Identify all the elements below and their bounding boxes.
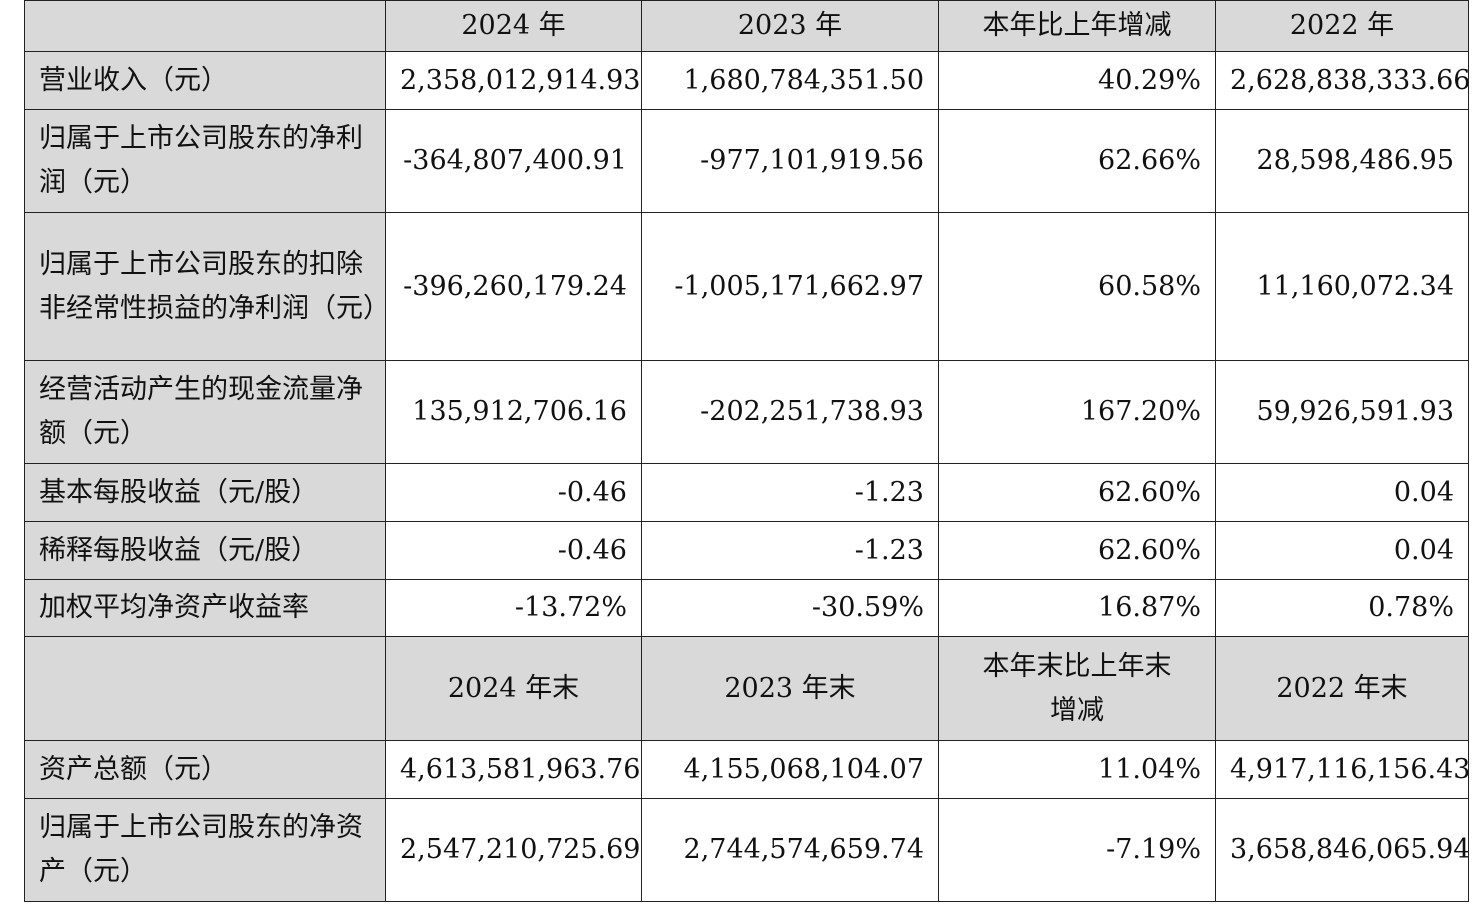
- cell-value: 2,628,838,333.66: [1215, 51, 1469, 110]
- cell-value: 1,680,784,351.50: [641, 51, 939, 110]
- cell-value: -364,807,400.91: [385, 109, 642, 213]
- table-row: 营业收入（元） 2,358,012,914.93 1,680,784,351.5…: [24, 51, 1469, 110]
- header-corner: [24, 636, 386, 741]
- row-label: 经营活动产生的现金流量净额（元）: [24, 360, 386, 464]
- row-label: 基本每股收益（元/股）: [24, 463, 386, 522]
- cell-value: 28,598,486.95: [1215, 109, 1469, 213]
- header-col-yoy-change: 本年比上年增减: [938, 0, 1216, 52]
- cell-value: 40.29%: [938, 51, 1216, 110]
- cell-value: 11,160,072.34: [1215, 212, 1469, 361]
- table-row: 资产总额（元） 4,613,581,963.76 4,155,068,104.0…: [24, 740, 1469, 799]
- cell-value: -1,005,171,662.97: [641, 212, 939, 361]
- cell-value: 11.04%: [938, 740, 1216, 799]
- table-row: 归属于上市公司股东的净利润（元） -364,807,400.91 -977,10…: [24, 109, 1469, 213]
- table-row: 加权平均净资产收益率 -13.72% -30.59% 16.87% 0.78%: [24, 579, 1469, 637]
- table-row: 归属于上市公司股东的净资产（元） 2,547,210,725.69 2,744,…: [24, 798, 1469, 902]
- cell-value: 167.20%: [938, 360, 1216, 464]
- table-row: 基本每股收益（元/股） -0.46 -1.23 62.60% 0.04: [24, 463, 1469, 522]
- cell-value: 2,547,210,725.69: [385, 798, 642, 902]
- cell-value: 60.58%: [938, 212, 1216, 361]
- table-row: 归属于上市公司股东的扣除非经常性损益的净利润（元） -396,260,179.2…: [24, 212, 1469, 361]
- cell-value: 59,926,591.93: [1215, 360, 1469, 464]
- table-row: 经营活动产生的现金流量净额（元） 135,912,706.16 -202,251…: [24, 360, 1469, 464]
- cell-value: -7.19%: [938, 798, 1216, 902]
- row-label: 资产总额（元）: [24, 740, 386, 799]
- row-label: 归属于上市公司股东的净资产（元）: [24, 798, 386, 902]
- row-label: 归属于上市公司股东的净利润（元）: [24, 109, 386, 213]
- cell-value: 16.87%: [938, 579, 1216, 637]
- header-col-2023-end: 2023 年末: [641, 636, 939, 741]
- cell-value: -13.72%: [385, 579, 642, 637]
- cell-value: 62.60%: [938, 521, 1216, 580]
- cell-value: 4,613,581,963.76: [385, 740, 642, 799]
- cell-value: 0.04: [1215, 521, 1469, 580]
- cell-value: -396,260,179.24: [385, 212, 642, 361]
- financial-summary-table: 2024 年 2023 年 本年比上年增减 2022 年 营业收入（元） 2,3…: [24, 0, 1469, 902]
- cell-value: 0.78%: [1215, 579, 1469, 637]
- header-col-2022: 2022 年: [1215, 0, 1469, 52]
- cell-value: -0.46: [385, 463, 642, 522]
- cell-value: 62.66%: [938, 109, 1216, 213]
- header-corner: [24, 0, 386, 52]
- table-row: 稀释每股收益（元/股） -0.46 -1.23 62.60% 0.04: [24, 521, 1469, 580]
- row-label: 稀释每股收益（元/股）: [24, 521, 386, 580]
- cell-value: 2,744,574,659.74: [641, 798, 939, 902]
- header-col-2022-end: 2022 年末: [1215, 636, 1469, 741]
- header-col-2024-end: 2024 年末: [385, 636, 642, 741]
- cell-value: -1.23: [641, 463, 939, 522]
- header-col-ye-change: 本年末比上年末增减: [938, 636, 1216, 741]
- cell-value: 4,155,068,104.07: [641, 740, 939, 799]
- cell-value: 135,912,706.16: [385, 360, 642, 464]
- cell-value: 3,658,846,065.94: [1215, 798, 1469, 902]
- header-row-annual: 2024 年 2023 年 本年比上年增减 2022 年: [24, 0, 1469, 52]
- cell-value: 0.04: [1215, 463, 1469, 522]
- header-col-2024: 2024 年: [385, 0, 642, 52]
- row-label: 加权平均净资产收益率: [24, 579, 386, 637]
- header-col-2023: 2023 年: [641, 0, 939, 52]
- cell-value: -202,251,738.93: [641, 360, 939, 464]
- cell-value: -977,101,919.56: [641, 109, 939, 213]
- cell-value: -0.46: [385, 521, 642, 580]
- row-label: 营业收入（元）: [24, 51, 386, 110]
- row-label: 归属于上市公司股东的扣除非经常性损益的净利润（元）: [24, 212, 386, 361]
- cell-value: 2,358,012,914.93: [385, 51, 642, 110]
- header-row-year-end: 2024 年末 2023 年末 本年末比上年末增减 2022 年末: [24, 636, 1469, 741]
- cell-value: -30.59%: [641, 579, 939, 637]
- cell-value: 4,917,116,156.43: [1215, 740, 1469, 799]
- cell-value: -1.23: [641, 521, 939, 580]
- cell-value: 62.60%: [938, 463, 1216, 522]
